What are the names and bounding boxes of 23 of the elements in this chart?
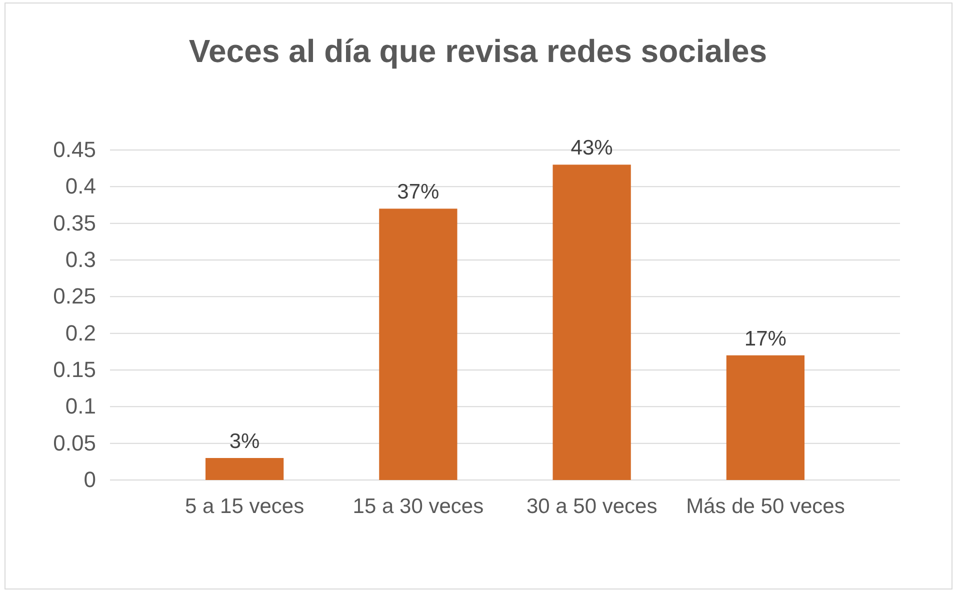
bar [552,164,631,480]
x-tick-label: 30 a 50 veces [526,494,658,518]
y-tick-label: 0.2 [65,320,96,346]
y-tick-label: 0.45 [53,137,96,162]
y-tick-label: 0.35 [53,210,96,236]
y-tick-label: 0.15 [53,357,96,382]
x-tick-label: 5 a 15 veces [185,494,304,518]
bar [726,355,805,480]
y-tick-label: 0.4 [65,174,96,199]
data-label: 3% [229,430,260,453]
data-label: 43% [570,136,613,160]
y-tick-label: 0.25 [53,284,96,309]
y-tick-label: 0.1 [65,394,96,419]
chart-title: Veces al día que revisa redes sociales [188,33,768,69]
data-label: 37% [397,180,440,204]
bar [205,458,284,480]
x-tick-label: Más de 50 veces [686,494,845,518]
data-label: 17% [744,327,786,350]
x-tick-label: 15 a 30 veces [352,494,484,518]
bar [379,208,458,480]
y-tick-label: 0.3 [65,247,96,272]
y-tick-label: 0 [84,467,96,492]
y-tick-label: 0.05 [53,430,96,456]
